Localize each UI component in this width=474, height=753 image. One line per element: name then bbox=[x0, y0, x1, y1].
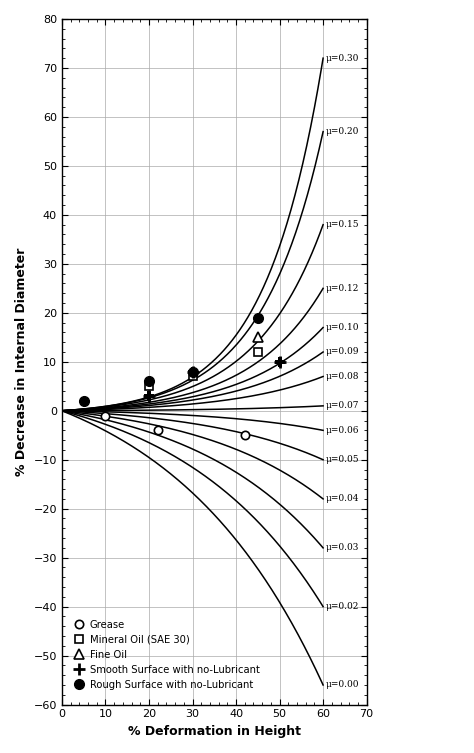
Text: μ=0.08: μ=0.08 bbox=[325, 372, 359, 381]
Text: μ=0.04: μ=0.04 bbox=[325, 495, 359, 504]
Text: μ=0.06: μ=0.06 bbox=[325, 426, 359, 434]
Y-axis label: % Decrease in Internal Diameter: % Decrease in Internal Diameter bbox=[15, 248, 28, 476]
Text: μ=0.07: μ=0.07 bbox=[325, 401, 359, 410]
X-axis label: % Deformation in Height: % Deformation in Height bbox=[128, 725, 301, 738]
Text: μ=0.00: μ=0.00 bbox=[325, 681, 359, 690]
Text: μ=0.02: μ=0.02 bbox=[325, 602, 359, 611]
Text: μ=0.12: μ=0.12 bbox=[325, 284, 359, 293]
Text: μ=0.20: μ=0.20 bbox=[325, 127, 359, 136]
Text: μ=0.30: μ=0.30 bbox=[325, 53, 359, 62]
Text: μ=0.03: μ=0.03 bbox=[325, 544, 359, 553]
Text: μ=0.10: μ=0.10 bbox=[325, 323, 359, 332]
Text: μ=0.09: μ=0.09 bbox=[325, 347, 359, 356]
Legend: Grease, Mineral Oil (SAE 30), Fine Oil, Smooth Surface with no-Lubricant, Rough : Grease, Mineral Oil (SAE 30), Fine Oil, … bbox=[70, 617, 263, 693]
Text: μ=0.15: μ=0.15 bbox=[325, 220, 359, 229]
Text: μ=0.05: μ=0.05 bbox=[325, 456, 359, 465]
